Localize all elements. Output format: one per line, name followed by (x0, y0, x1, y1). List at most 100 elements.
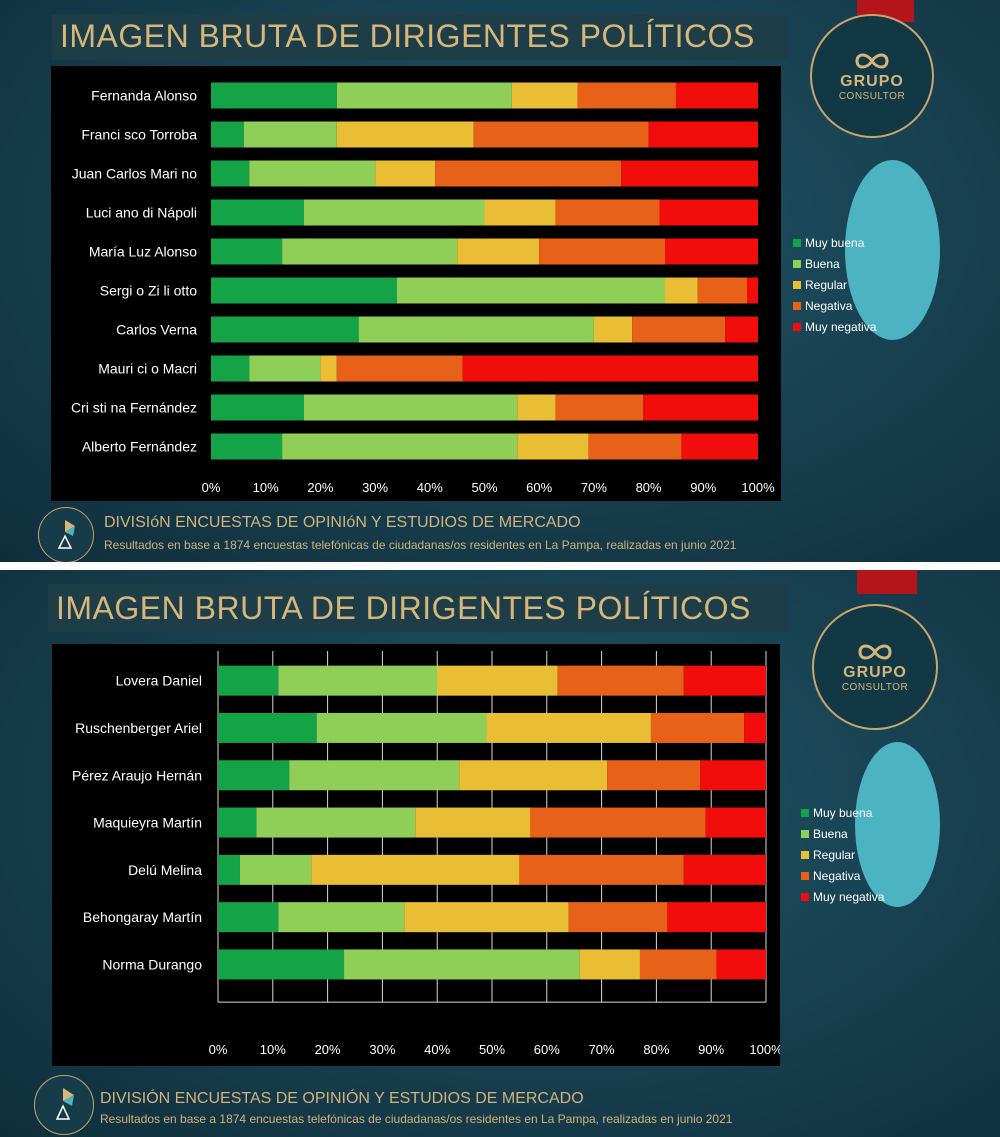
bar-segment (517, 394, 556, 421)
legend-label: Muy negativa (805, 319, 877, 334)
bar-segment (415, 807, 531, 838)
page-title: IMAGEN BRUTA DE DIRIGENTES POLÍTICOS (56, 590, 751, 626)
bar-segment (211, 433, 283, 460)
bar-segment (211, 316, 359, 343)
legend-item: Negativa (793, 295, 876, 316)
category-label: Cri sti na Fernández (71, 400, 197, 416)
x-tick-label: 0% (202, 480, 221, 495)
bar-segment (539, 238, 666, 265)
bar-segment (683, 665, 766, 696)
legend-label: Muy negativa (813, 889, 885, 904)
bar-segment (239, 854, 312, 885)
bar-segment (211, 238, 283, 265)
logo-text-grupo: GRUPO (843, 664, 907, 681)
category-label: Alberto Fernández (82, 439, 197, 455)
category-label: Carlos Verna (116, 322, 197, 338)
legend-swatch (793, 322, 801, 331)
footer-subtitle: Resultados en base a 1874 encuestas tele… (104, 538, 737, 552)
bar-segment (303, 394, 518, 421)
bar-segment (218, 712, 317, 743)
bar-segment (218, 902, 279, 933)
bar-segment (243, 121, 337, 148)
bar-segment (289, 760, 460, 791)
chart-1-area: Fernanda Alonso Franci sco Torroba Juan Ca… (51, 66, 876, 501)
bar-segment (311, 854, 520, 885)
bar-segment (211, 277, 397, 304)
bar-segment (667, 902, 766, 933)
bar-segment (665, 238, 758, 265)
bar-segment (211, 394, 304, 421)
page-title: IMAGEN BRUTA DE DIRIGENTES POLÍTICOS (60, 18, 755, 54)
bar-segment (375, 160, 436, 187)
bar-segment (607, 760, 701, 791)
x-tick-label: 30% (369, 1042, 395, 1057)
bar-segment (358, 316, 594, 343)
legend-swatch (801, 892, 809, 901)
x-tick-label: 40% (424, 1042, 450, 1057)
bar-segment (211, 160, 250, 187)
x-tick-label: 100% (741, 480, 775, 495)
legend-swatch (801, 829, 809, 838)
bar-segment (632, 316, 726, 343)
legend-label: Buena (805, 256, 840, 271)
x-tick-label: 90% (690, 480, 716, 495)
pie-pyramid-icon (55, 1088, 74, 1120)
legend-label: Muy buena (813, 805, 873, 820)
footer-title: DIVISIÓN ENCUESTAS DE OPINIÓN Y ESTUDIOS… (100, 1090, 584, 1107)
legend-swatch (793, 259, 801, 268)
bar-segment (486, 712, 651, 743)
title-band (52, 14, 788, 60)
bar-segment (579, 949, 640, 980)
category-label: Mauri ci o Macri (98, 361, 197, 377)
legend-swatch (793, 238, 801, 247)
category-label: Sergi o Zi li otto (100, 283, 197, 299)
teal-accent-arc (845, 160, 940, 340)
x-tick-label: 20% (315, 1042, 341, 1057)
bar-segment (282, 433, 518, 460)
grupo-consultor-logo: GRUPO CONSULTOR (810, 14, 934, 138)
footer-title: DIVISIóN ENCUESTAS DE OPINIóN Y ESTUDIOS… (104, 514, 581, 531)
legend-item: Buena (793, 253, 876, 274)
bar-segment (577, 82, 676, 109)
x-tick-label: 50% (471, 480, 497, 495)
x-tick-label: 100% (749, 1042, 780, 1057)
bar-segment (643, 394, 758, 421)
bar-segment (211, 121, 244, 148)
bar-segment (530, 807, 706, 838)
bar-segment (211, 82, 337, 109)
x-tick-label: 80% (643, 1042, 669, 1057)
legend-item: Muy buena (793, 232, 876, 253)
legend-swatch (793, 301, 801, 310)
bar-segment (555, 199, 660, 226)
bar-segment (404, 902, 569, 933)
legend-item: Negativa (801, 865, 884, 886)
bar-segment (459, 760, 608, 791)
stacked-bar-chart-1: Fernanda Alonso Franci sco Torroba Juan Ca… (71, 82, 775, 495)
bar-segment (462, 355, 758, 382)
bar-segment (557, 665, 684, 696)
teal-accent-arc (855, 742, 940, 907)
x-tick-label: 90% (698, 1042, 724, 1057)
logo-text-grupo: GRUPO (840, 73, 904, 90)
legend-label: Regular (805, 277, 848, 292)
x-tick-label: 70% (581, 480, 607, 495)
grupo-consultor-logo: GRUPO CONSULTOR (812, 604, 938, 730)
legend-label: Muy buena (805, 235, 865, 250)
bar-segment (700, 760, 766, 791)
bar-segment (218, 665, 279, 696)
x-tick-label: 70% (589, 1042, 615, 1057)
footer-logo (38, 507, 94, 562)
category-label: Juan Carlos Mari no (72, 166, 197, 182)
x-tick-label: 60% (526, 480, 552, 495)
category-label: Franci sco Torroba (81, 127, 197, 143)
infinity-icon (855, 53, 889, 69)
title-band (48, 584, 788, 632)
bar-segment (697, 277, 748, 304)
legend-swatch (801, 850, 809, 859)
bar-segment (725, 316, 758, 343)
bar-segment (517, 433, 589, 460)
bar-segment (588, 433, 682, 460)
bar-segment (320, 355, 337, 382)
bar-segment (659, 199, 758, 226)
legend-label: Negativa (805, 298, 853, 313)
